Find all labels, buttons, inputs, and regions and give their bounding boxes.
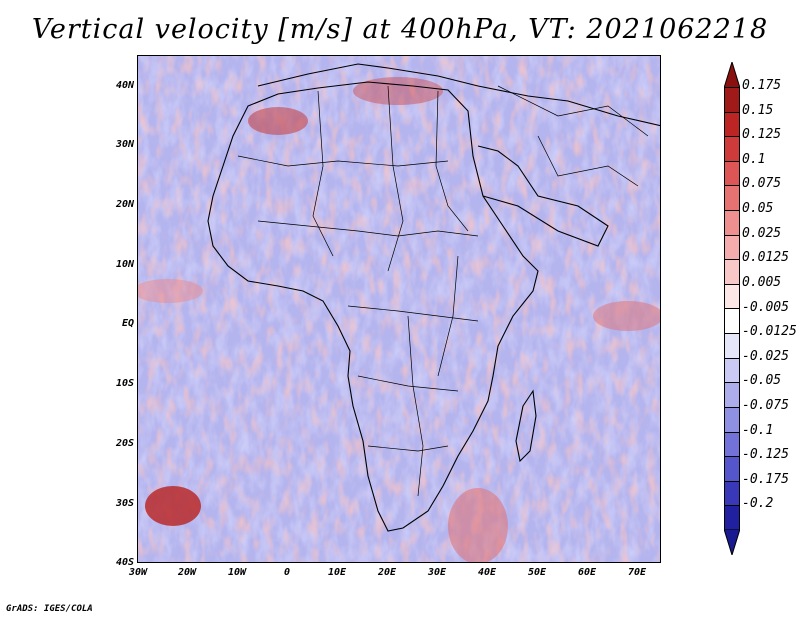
colorbar-label: 0.005	[742, 274, 782, 290]
lon-tick-label: 0	[283, 567, 291, 578]
border	[237, 155, 449, 167]
colorbar-label: -0.125	[742, 447, 789, 463]
lat-tick-label: EQ	[121, 318, 134, 329]
colorbar-label: -0.025	[742, 348, 789, 364]
border	[435, 90, 469, 232]
colorbar-label: 0.025	[742, 225, 782, 241]
colorbar-label: -0.0125	[742, 324, 797, 340]
lon-tick-label: 30W	[128, 567, 148, 578]
colorbar-segment	[725, 211, 739, 236]
border	[357, 375, 459, 392]
updraft-band-indian-ocean	[593, 301, 660, 331]
vertical-velocity-field	[138, 56, 660, 562]
colorbar-label: 0.075	[742, 176, 782, 192]
lon-tick-label: 10E	[327, 567, 347, 578]
border	[347, 305, 479, 322]
colorbar-segment	[725, 457, 739, 482]
colorbar-label: 0.0125	[742, 250, 789, 266]
lon-tick-label: 40E	[477, 567, 497, 578]
updraft-band-atlantic	[138, 279, 203, 303]
colorbar-segment	[725, 383, 739, 408]
colorbar-label: -0.175	[742, 471, 789, 487]
updraft-cell-south-atlantic	[145, 486, 201, 526]
border	[367, 445, 449, 452]
colorbar-label: -0.2	[742, 496, 774, 512]
colorbar-top-cap	[724, 62, 740, 88]
border	[437, 255, 459, 377]
border	[257, 220, 479, 237]
lat-tick-label: 40N	[115, 80, 134, 91]
colorbar-segment	[725, 358, 739, 384]
arabian-peninsula-coast	[477, 145, 609, 247]
field-texture-red	[138, 56, 660, 562]
colorbar-label: 0.05	[742, 201, 774, 217]
colorbar-segment	[725, 309, 739, 335]
lon-tick-label: 70E	[627, 567, 647, 578]
africa-coastline	[207, 81, 539, 532]
lat-tick-label: 20S	[115, 438, 134, 449]
colorbar-label: -0.075	[742, 397, 789, 413]
colorbar-label: 0.15	[742, 102, 774, 118]
lat-tick-label: 10N	[115, 259, 134, 270]
country-borders	[237, 85, 649, 497]
colorbar-label: 0.175	[742, 78, 782, 93]
colorbar-segment	[725, 88, 739, 113]
colorbar-segment	[725, 506, 739, 531]
colorbar-label: -0.05	[742, 373, 782, 389]
updraft-region-mediterranean	[353, 77, 443, 105]
coastlines	[207, 63, 660, 532]
colorbar-label: 0.1	[742, 151, 766, 167]
updraft-band-southeast	[448, 488, 508, 562]
lon-tick-label: 60E	[577, 567, 597, 578]
map-title: Vertical velocity [m/s] at 400hPa, VT: 2…	[31, 14, 769, 45]
lon-tick-label: 30E	[427, 567, 447, 578]
colorbar-segment	[725, 161, 739, 187]
border	[387, 85, 404, 272]
lat-tick-label: 30S	[115, 498, 134, 509]
lat-tick-label: 30N	[115, 139, 134, 150]
lat-tick-label: 40S	[115, 557, 134, 568]
colorbar-segment	[725, 112, 739, 138]
colorbar-segment	[725, 186, 739, 212]
colorbar-segment	[725, 260, 739, 285]
colorbar-segment	[725, 284, 739, 310]
lon-tick-label: 10W	[227, 567, 247, 578]
colorbar-segment	[725, 432, 739, 458]
updraft-region-morocco	[248, 107, 308, 135]
lat-tick-label: 20N	[115, 199, 134, 210]
colorbar-label: -0.1	[742, 422, 774, 438]
lon-tick-label: 20W	[177, 567, 197, 578]
grads-credit: GrADS: IGES/COLA	[6, 604, 93, 614]
madagascar-coast	[515, 389, 537, 463]
colorbar-segment	[725, 407, 739, 433]
colorbar-segment	[725, 481, 739, 507]
border	[537, 135, 639, 187]
map-panel	[137, 55, 661, 563]
border	[312, 90, 334, 257]
lat-tick-label: 10S	[115, 378, 134, 389]
colorbar-label: -0.005	[742, 299, 789, 315]
colorbar-bottom-cap	[724, 529, 740, 555]
colorbar-segment	[725, 137, 739, 162]
lon-tick-label: 20E	[377, 567, 397, 578]
border	[497, 85, 649, 137]
colorbar-segment	[725, 235, 739, 261]
lon-tick-label: 50E	[527, 567, 547, 578]
colorbar-label: 0.125	[742, 127, 782, 143]
colorbar-segment	[725, 334, 739, 359]
border	[407, 315, 424, 497]
colorbar	[724, 87, 740, 531]
europe-asia-coast	[257, 63, 660, 127]
